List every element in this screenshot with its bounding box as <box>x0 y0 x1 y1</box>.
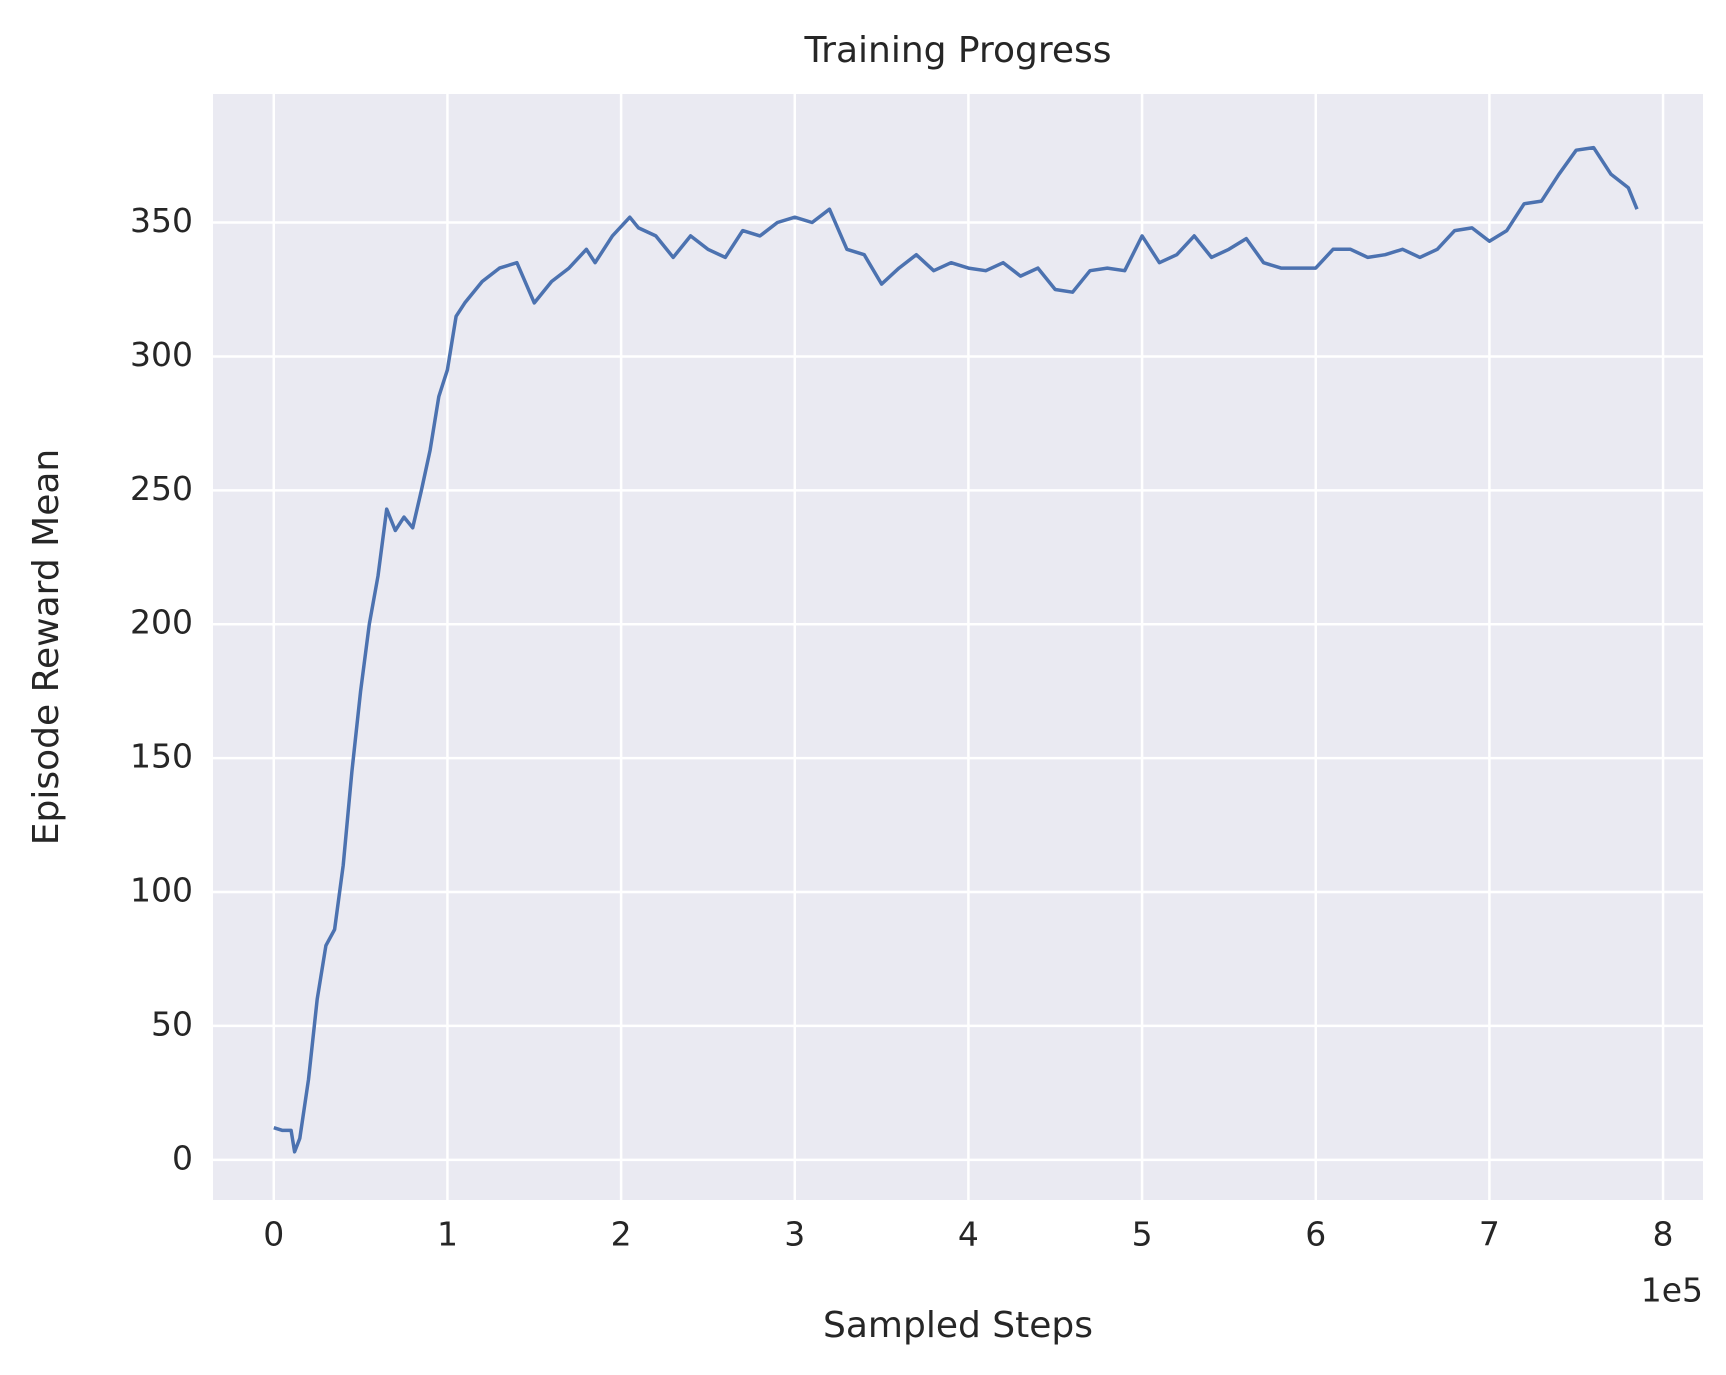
y-tick-label: 250 <box>130 469 193 508</box>
x-axis-label: Sampled Steps <box>823 1305 1093 1346</box>
x-tick-label: 6 <box>1305 1215 1326 1254</box>
x-offset-label: 1e5 <box>1641 1271 1703 1310</box>
plot-area <box>213 94 1703 1200</box>
y-tick-label: 50 <box>151 1004 193 1043</box>
chart-title: Training Progress <box>803 30 1111 71</box>
data-line <box>273 145 1639 1154</box>
x-tick-label: 1 <box>437 1215 458 1254</box>
y-tick-label: 0 <box>172 1138 193 1177</box>
x-tick-label: 5 <box>1132 1215 1153 1254</box>
y-tick-label: 300 <box>130 335 193 374</box>
y-tick-label: 200 <box>130 603 193 642</box>
y-tick-label: 100 <box>130 871 193 910</box>
x-tick-label: 8 <box>1653 1215 1674 1254</box>
x-tick-label: 3 <box>784 1215 805 1254</box>
x-tick-label: 7 <box>1479 1215 1500 1254</box>
y-tick-label: 150 <box>130 737 193 776</box>
x-tick-label: 0 <box>263 1215 284 1254</box>
x-tick-label: 2 <box>611 1215 632 1254</box>
y-tick-label: 350 <box>130 201 193 240</box>
x-tick-label: 4 <box>958 1215 979 1254</box>
y-axis-label: Episode Reward Mean <box>26 449 67 845</box>
